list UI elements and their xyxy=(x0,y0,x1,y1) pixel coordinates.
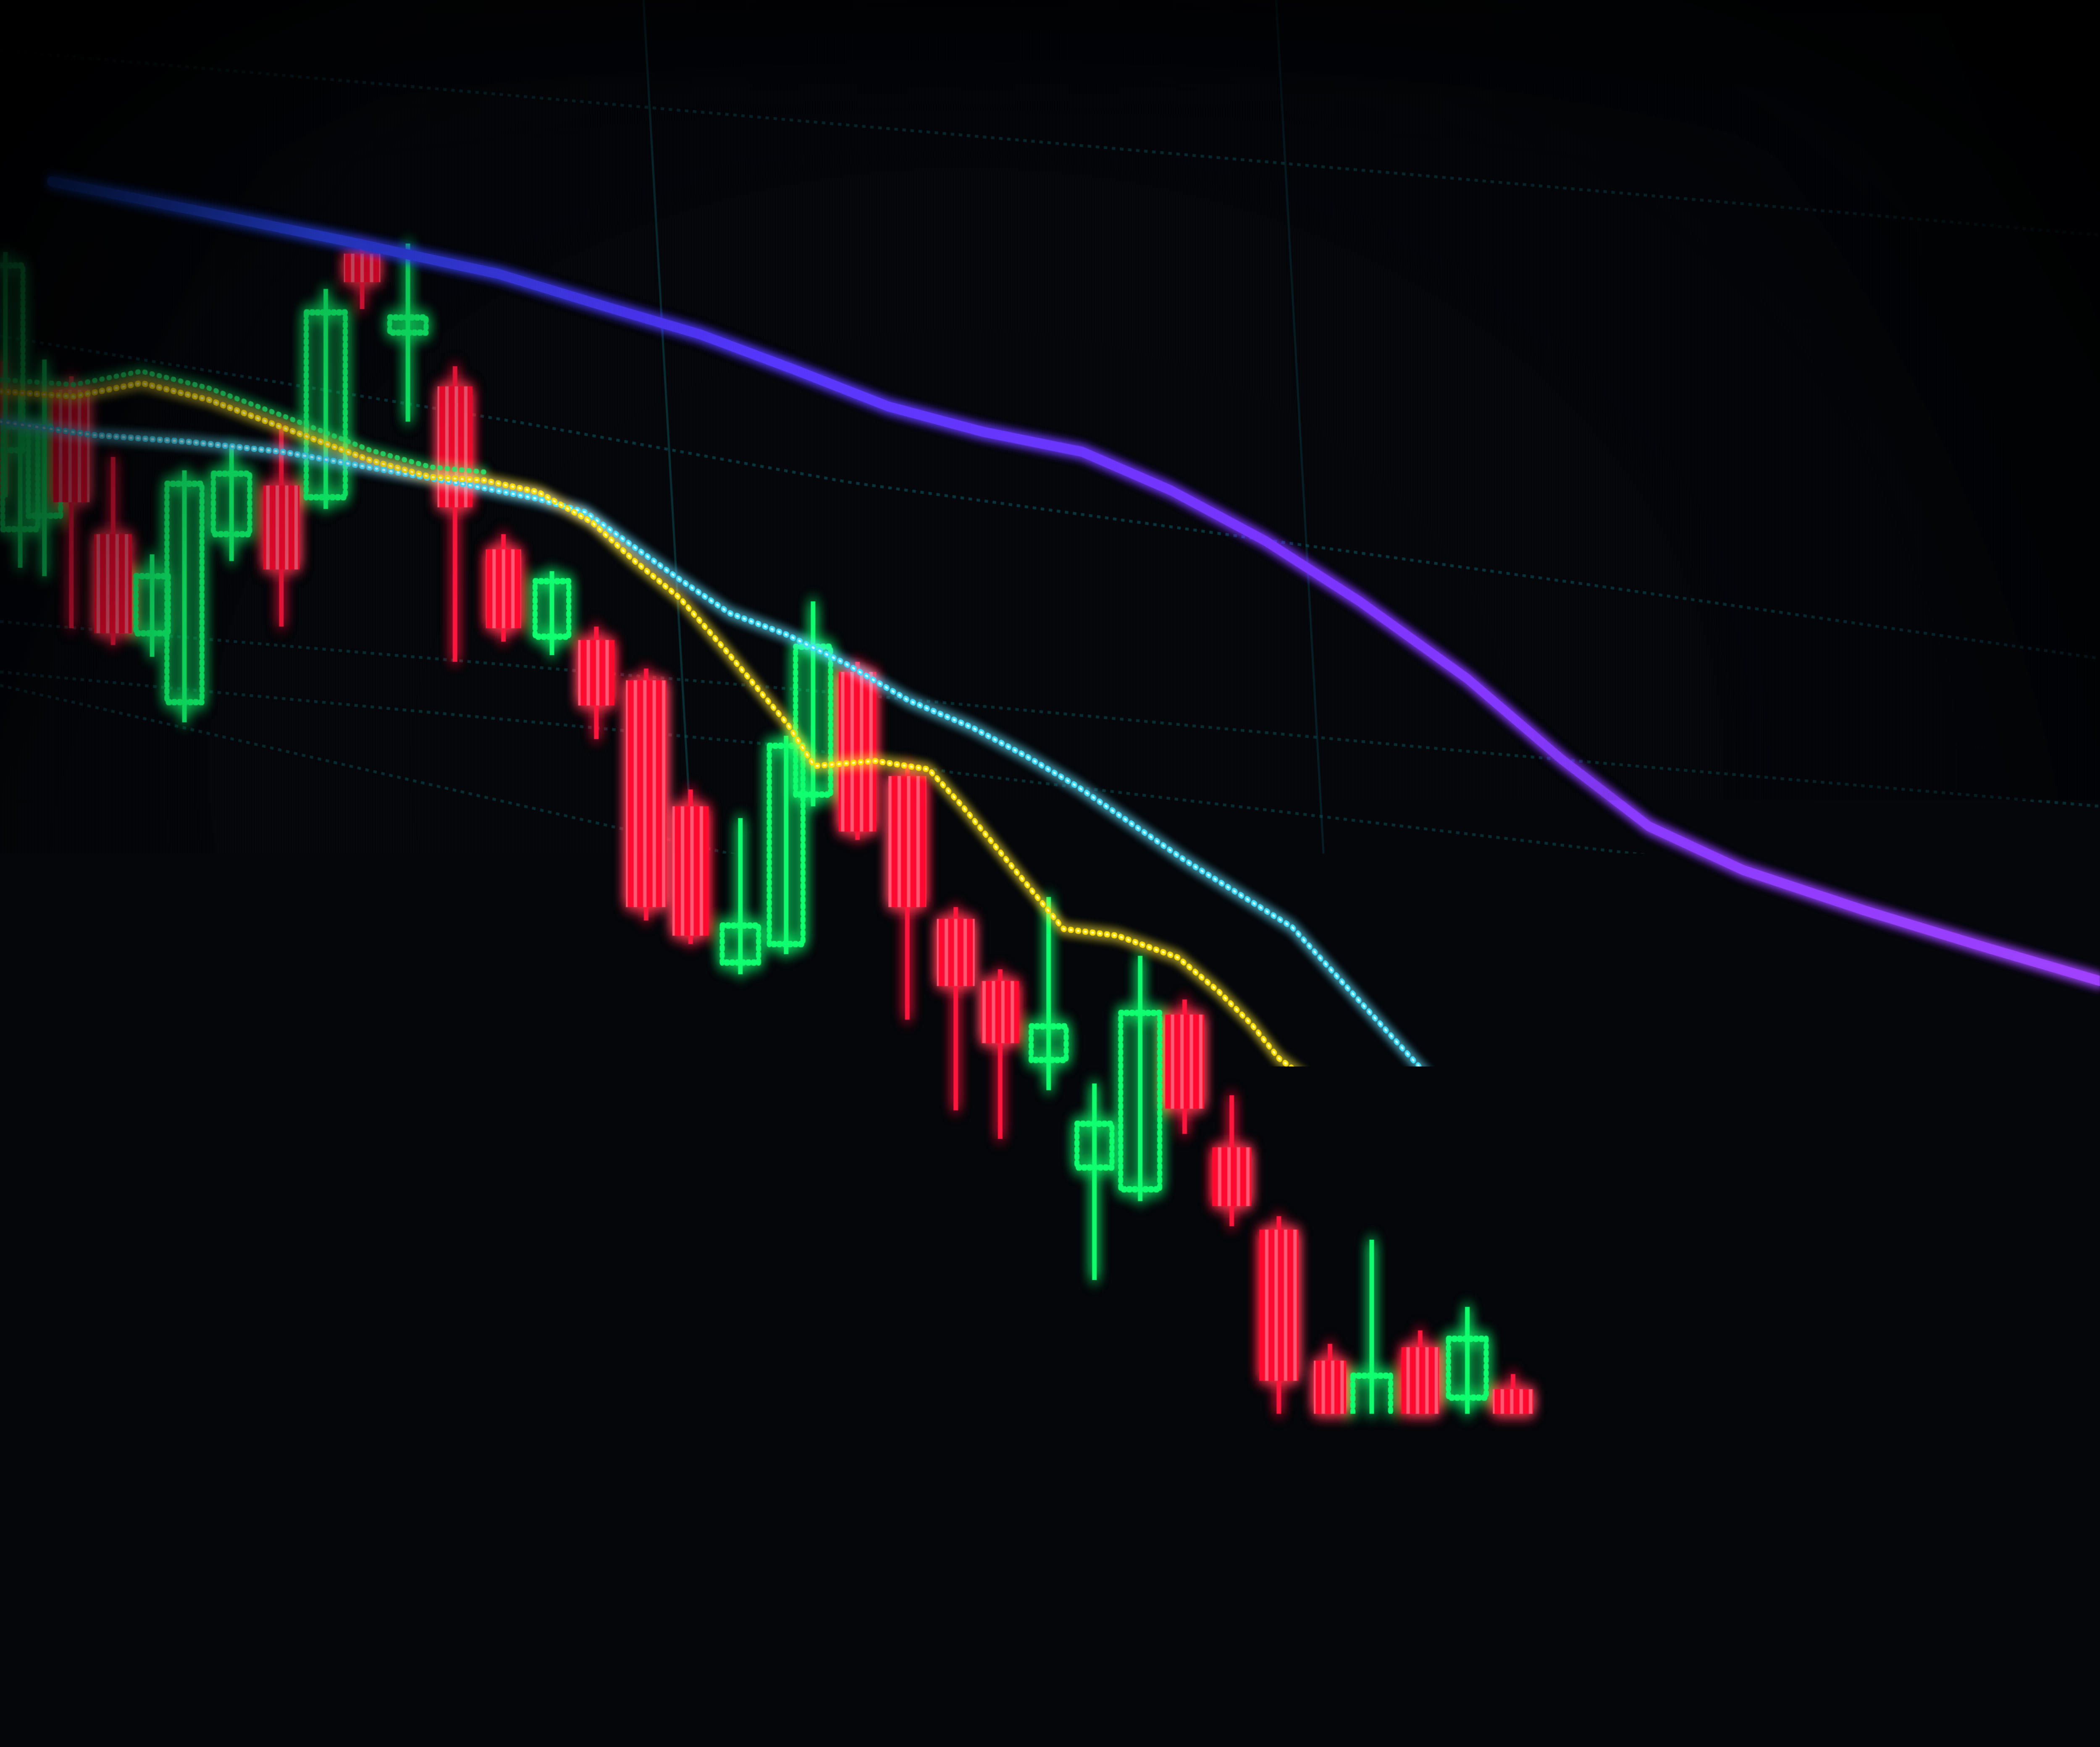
candle-body xyxy=(1212,1147,1251,1206)
candle-body xyxy=(94,534,132,633)
gridline-horizontal-3 xyxy=(0,672,2100,907)
candle-body xyxy=(626,680,666,907)
candle-25-bearish xyxy=(982,969,1019,1139)
candle-10-bullish xyxy=(306,289,345,509)
candle-16-bearish xyxy=(578,627,615,739)
candle-29-bearish xyxy=(1165,999,1204,1134)
candle-41-bullish xyxy=(1998,1430,2041,1713)
candle-7-bullish xyxy=(167,470,202,722)
candle-31-bearish xyxy=(1259,1216,1298,1436)
candle-body xyxy=(1587,1608,1625,1695)
candle-body xyxy=(578,640,615,706)
candle-39-bearish xyxy=(1630,1687,1670,1747)
candle-17-bearish xyxy=(626,669,666,921)
candle-30-bearish xyxy=(1212,1095,1251,1226)
candle-body xyxy=(1259,1230,1298,1381)
candle-12-bullish xyxy=(390,244,426,422)
gridlines xyxy=(0,0,2100,1747)
candle-18-bearish xyxy=(672,790,709,944)
candle-27-bullish xyxy=(1077,1083,1112,1280)
candle-body xyxy=(1165,1015,1204,1109)
candle-32-bearish xyxy=(1314,1344,1346,1552)
candle-body xyxy=(982,981,1019,1043)
candle-body xyxy=(438,386,472,507)
candle-35-bullish xyxy=(1449,1307,1486,1418)
candle-28-bullish xyxy=(1121,956,1160,1201)
candle-body xyxy=(1630,1708,1670,1747)
candle-34-bearish xyxy=(1402,1330,1439,1537)
candle-37-bearish xyxy=(1542,1477,1581,1597)
candle-36-bearish xyxy=(1493,1374,1533,1525)
candle-body xyxy=(937,919,975,986)
candle-4-bearish xyxy=(53,376,90,628)
candle-6-bullish xyxy=(136,554,168,657)
candle-body xyxy=(839,672,877,832)
candle-13-bearish xyxy=(438,366,472,662)
gridline-horizontal-6 xyxy=(0,1327,2100,1638)
candle-body xyxy=(1402,1347,1439,1440)
candle-23-bearish xyxy=(888,764,926,1020)
candle-body xyxy=(1542,1495,1581,1562)
candles xyxy=(0,244,2095,1747)
candle-11-bearish xyxy=(344,245,381,309)
candle-40-bullish xyxy=(1937,1609,1980,1747)
candle-9-bearish xyxy=(263,427,300,627)
gridline-horizontal-2 xyxy=(0,622,2100,806)
candle-26-bullish xyxy=(1031,897,1066,1090)
candle-33-bullish xyxy=(1353,1240,1391,1461)
candle-19-bullish xyxy=(722,818,759,974)
ma-line-yellow-core xyxy=(0,383,1792,1747)
candle-body xyxy=(888,776,926,907)
candle-14-bearish xyxy=(486,534,521,642)
trading-screen xyxy=(0,0,2100,1747)
ma-line-indigo xyxy=(51,181,2100,981)
candle-38-bearish xyxy=(1587,1584,1625,1705)
candle-24-bearish xyxy=(937,907,975,1110)
candle-body xyxy=(486,549,521,628)
candle-body xyxy=(263,485,300,569)
candle-42-bullish xyxy=(2054,1441,2095,1562)
candle-body xyxy=(672,806,709,936)
candle-21-bullish xyxy=(795,601,830,806)
candle-8-bullish xyxy=(213,445,250,561)
candle-body xyxy=(53,390,90,502)
candlestick-chart xyxy=(0,0,2100,1747)
candle-body xyxy=(344,254,381,282)
candle-body xyxy=(1314,1361,1346,1542)
candle-5-bearish xyxy=(94,457,132,645)
candle-body xyxy=(1493,1389,1533,1514)
ma-line-yellow xyxy=(0,383,1792,1747)
gridline-horizontal-0 xyxy=(0,50,2100,235)
ma-line-green-right xyxy=(1548,1327,1790,1740)
candle-22-bearish xyxy=(839,662,877,840)
candle-15-bullish xyxy=(535,571,569,655)
